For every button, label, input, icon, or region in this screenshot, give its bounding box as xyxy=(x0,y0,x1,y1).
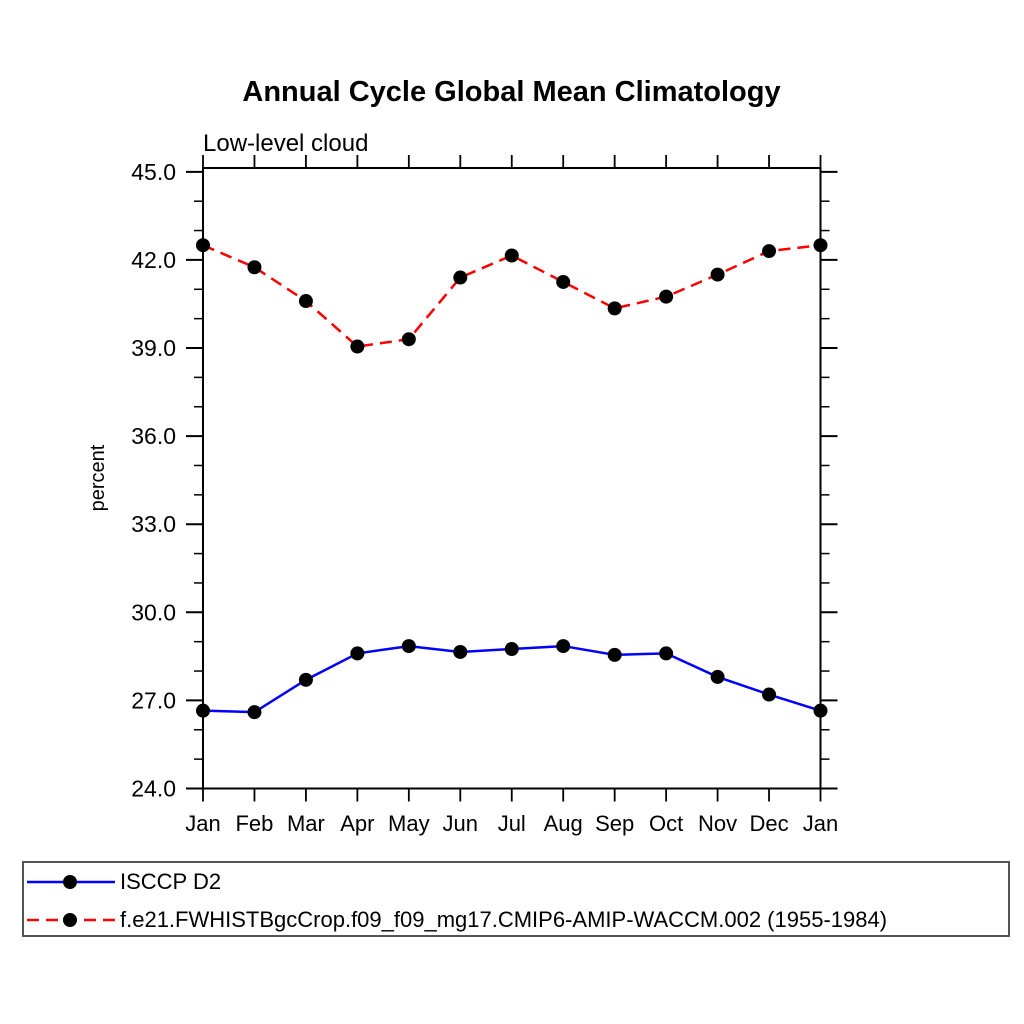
data-point-isccp-d2-jul-6 xyxy=(504,642,519,657)
data-point-model-jan-0 xyxy=(196,238,210,253)
x-tick-label: Jan xyxy=(803,811,838,836)
x-tick-label: Feb xyxy=(235,811,273,836)
y-tick-label: 42.0 xyxy=(131,247,176,273)
data-point-isccp-d2-feb-1 xyxy=(247,705,262,720)
legend-entry-isccp-d2: ISCCP D2 xyxy=(26,871,221,893)
y-tick-label: 36.0 xyxy=(131,423,176,449)
y-tick-label: 45.0 xyxy=(131,159,176,185)
y-tick-label: 30.0 xyxy=(131,599,176,625)
data-point-model-feb-1 xyxy=(247,260,262,275)
x-tick-label: Jan xyxy=(185,811,220,836)
y-tick-label: 27.0 xyxy=(131,687,176,713)
x-tick-label: Sep xyxy=(595,811,634,836)
legend-box: ISCCP D2 f.e21.FWHISTBgcCrop.f09_f09_mg1… xyxy=(22,861,1010,937)
legend-label-model: f.e21.FWHISTBgcCrop.f09_f09_mg17.CMIP6-A… xyxy=(120,907,888,932)
x-tick-label: Jun xyxy=(443,811,478,836)
data-point-model-mar-2 xyxy=(298,294,313,309)
data-point-isccp-d2-apr-3 xyxy=(350,646,365,661)
data-point-isccp-d2-aug-7 xyxy=(556,639,571,654)
chart-title: Annual Cycle Global Mean Climatology xyxy=(242,76,781,108)
x-tick-label: Aug xyxy=(544,811,583,836)
legend-entry-model: f.e21.FWHISTBgcCrop.f09_f09_mg17.CMIP6-A… xyxy=(26,909,887,931)
y-tick-label: 24.0 xyxy=(131,776,176,802)
data-point-isccp-d2-nov-10 xyxy=(710,669,725,684)
x-tick-label: Mar xyxy=(287,811,325,836)
data-point-model-jul-6 xyxy=(504,248,519,263)
x-tick-label: May xyxy=(388,811,430,836)
x-tick-label: Jul xyxy=(498,811,526,836)
data-point-model-oct-9 xyxy=(659,289,674,304)
legend-sample-isccp-d2 xyxy=(27,875,115,889)
data-point-model-aug-7 xyxy=(556,274,571,289)
y-tick-label: 33.0 xyxy=(131,511,176,537)
data-point-model-sep-8 xyxy=(607,301,622,316)
data-point-model-apr-3 xyxy=(350,339,365,354)
data-point-isccp-d2-oct-9 xyxy=(659,646,674,661)
x-tick-label: Dec xyxy=(749,811,788,836)
data-point-isccp-d2-jun-5 xyxy=(453,644,468,659)
data-point-model-nov-10 xyxy=(710,267,725,282)
data-point-isccp-d2-may-4 xyxy=(401,639,416,654)
data-point-model-dec-11 xyxy=(762,244,777,259)
legend-label-isccp-d2: ISCCP D2 xyxy=(120,869,222,894)
legend-marker-circle-icon xyxy=(63,875,77,889)
data-point-isccp-d2-mar-2 xyxy=(298,672,313,687)
legend-sample-model xyxy=(27,913,115,927)
x-tick-label: Nov xyxy=(698,811,737,836)
data-point-model-jun-5 xyxy=(453,270,468,285)
data-point-model-may-4 xyxy=(401,332,416,347)
y-tick-label: 39.0 xyxy=(131,335,176,361)
legend-marker-circle-icon xyxy=(63,913,77,927)
y-axis-label: percent xyxy=(87,444,109,512)
data-point-isccp-d2-jan-12 xyxy=(813,703,828,718)
chart-subtitle: Low-level cloud xyxy=(203,130,369,157)
data-point-model-jan-12 xyxy=(813,238,828,253)
data-point-isccp-d2-jan-0 xyxy=(196,703,210,718)
x-tick-label: Oct xyxy=(649,811,683,836)
x-tick-label: Apr xyxy=(340,811,374,836)
data-point-isccp-d2-dec-11 xyxy=(762,687,777,702)
data-point-isccp-d2-sep-8 xyxy=(607,647,622,662)
